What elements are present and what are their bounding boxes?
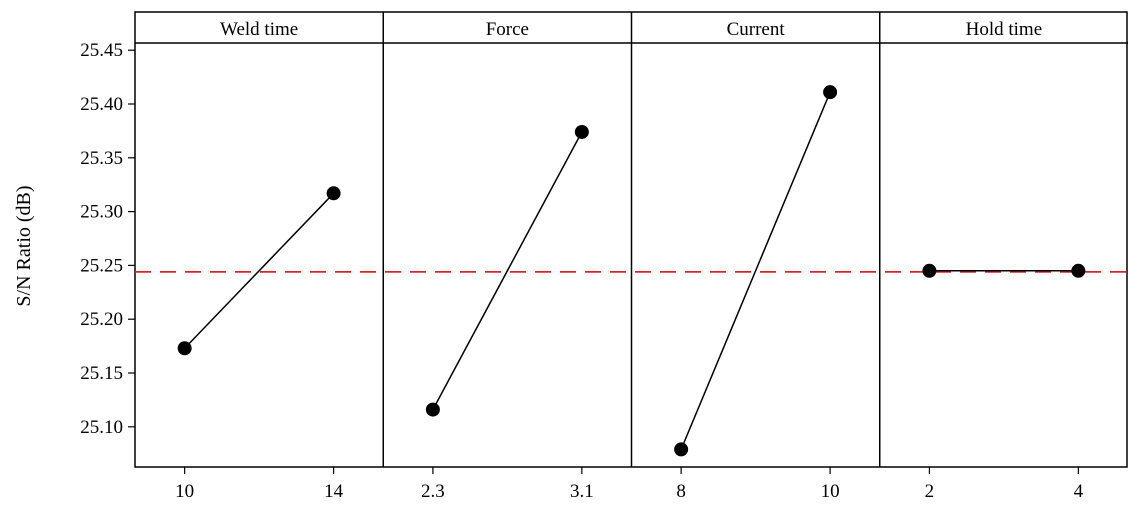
panel-title: Hold time: [966, 19, 1043, 40]
x-tick-label: 10: [175, 481, 194, 502]
data-point: [425, 402, 440, 417]
y-tick-label: 25.35: [80, 148, 123, 169]
y-tick-label: 25.45: [80, 40, 123, 61]
panel-force: Force 2.3 3.1: [382, 12, 594, 502]
y-axis-title: S/N Ratio (dB): [13, 185, 35, 306]
panel-title: Current: [727, 19, 786, 40]
panel-weld-time: Weld time 10 14: [175, 19, 343, 502]
x-tick-label: 2: [925, 481, 935, 502]
data-point: [574, 124, 589, 139]
y-tick-label: 25.40: [80, 94, 123, 115]
x-tick-label: 10: [821, 481, 840, 502]
y-tick-label: 25.20: [80, 309, 123, 330]
panel-current: Current 8 10: [630, 12, 840, 502]
data-point: [326, 186, 341, 201]
x-tick-label: 8: [676, 481, 686, 502]
panel-title: Force: [486, 19, 529, 40]
y-tick-label: 25.30: [80, 202, 123, 223]
data-point: [823, 85, 838, 100]
data-point: [922, 263, 937, 278]
series-line: [432, 131, 583, 410]
y-tick-label: 25.10: [80, 417, 123, 438]
y-tick-label: 25.15: [80, 363, 123, 384]
data-point: [1071, 263, 1086, 278]
x-tick-label: 3.1: [570, 481, 594, 502]
series-line: [680, 91, 831, 450]
y-tick-label: 25.25: [80, 255, 123, 276]
data-point: [177, 341, 192, 356]
x-tick-label: 4: [1074, 481, 1084, 502]
panel-title: Weld time: [220, 19, 298, 40]
x-tick-label: 2.3: [421, 481, 445, 502]
series-line: [184, 192, 335, 349]
data-point: [674, 442, 689, 457]
x-tick-label: 14: [324, 481, 344, 502]
panel-hold-time: Hold time 2 4: [879, 12, 1086, 502]
